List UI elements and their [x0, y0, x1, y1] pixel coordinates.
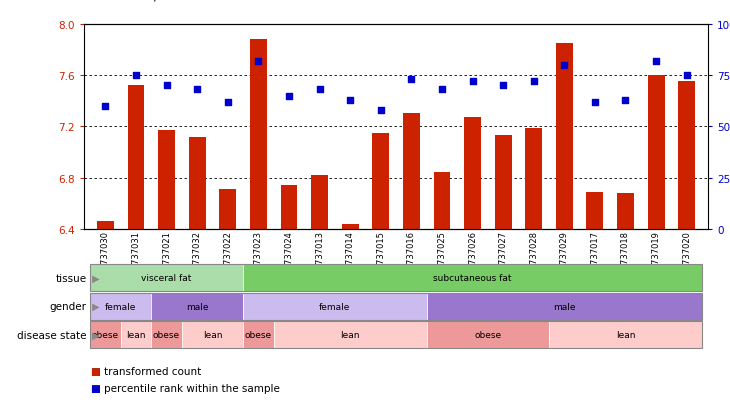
Point	[620, 97, 631, 104]
Bar	[189, 137, 206, 413]
Point	[650, 58, 662, 65]
Point	[130, 73, 142, 79]
Text: ▶: ▶	[88, 273, 99, 283]
Bar	[434, 173, 450, 413]
Point	[283, 93, 295, 100]
Text: lean: lean	[126, 330, 146, 339]
Bar	[495, 136, 512, 413]
Bar	[617, 193, 634, 413]
Bar	[372, 133, 389, 413]
Point	[405, 77, 417, 83]
Bar	[97, 221, 114, 413]
Text: ■ percentile rank within the sample: ■ percentile rank within the sample	[91, 383, 280, 393]
Text: lean: lean	[340, 330, 360, 339]
Text: visceral fat: visceral fat	[142, 273, 192, 282]
Point	[345, 97, 356, 104]
Text: ■: ■	[90, 383, 99, 393]
Text: subcutaneous fat: subcutaneous fat	[434, 273, 512, 282]
Text: male: male	[553, 302, 575, 311]
Point	[528, 79, 539, 85]
Point	[589, 99, 601, 106]
Point	[558, 62, 570, 69]
Point	[497, 83, 509, 90]
Text: female: female	[105, 302, 137, 311]
Point	[191, 87, 203, 93]
Text: lean: lean	[203, 330, 222, 339]
Point	[466, 79, 478, 85]
Bar	[556, 44, 573, 413]
Text: disease state: disease state	[17, 330, 86, 340]
Point	[161, 83, 172, 90]
Text: male: male	[186, 302, 208, 311]
Bar	[128, 86, 145, 413]
Text: ▶: ▶	[88, 301, 99, 311]
Bar	[403, 114, 420, 413]
Bar	[250, 40, 266, 413]
Bar	[586, 192, 603, 413]
Bar	[678, 82, 695, 413]
Text: lean: lean	[615, 330, 635, 339]
Point	[314, 87, 326, 93]
Text: tissue: tissue	[55, 273, 86, 283]
Text: GDS4276 / 8082133: GDS4276 / 8082133	[91, 0, 218, 2]
Point	[222, 99, 234, 106]
Point	[253, 58, 264, 65]
Bar	[158, 131, 175, 413]
Text: ▶: ▶	[88, 330, 99, 340]
Text: gender: gender	[50, 301, 86, 311]
Text: obese: obese	[474, 330, 502, 339]
Bar	[526, 128, 542, 413]
Text: obese: obese	[153, 330, 180, 339]
Bar	[464, 118, 481, 413]
Text: ■: ■	[90, 366, 99, 376]
Text: obese: obese	[245, 330, 272, 339]
Text: obese: obese	[92, 330, 119, 339]
Point	[681, 73, 693, 79]
Point	[375, 107, 387, 114]
Bar	[219, 190, 237, 413]
Bar	[311, 176, 328, 413]
Bar	[342, 224, 358, 413]
Bar	[280, 186, 297, 413]
Bar	[648, 76, 664, 413]
Text: ■ transformed count: ■ transformed count	[91, 366, 201, 376]
Point	[99, 103, 111, 110]
Text: female: female	[319, 302, 350, 311]
Point	[436, 87, 447, 93]
